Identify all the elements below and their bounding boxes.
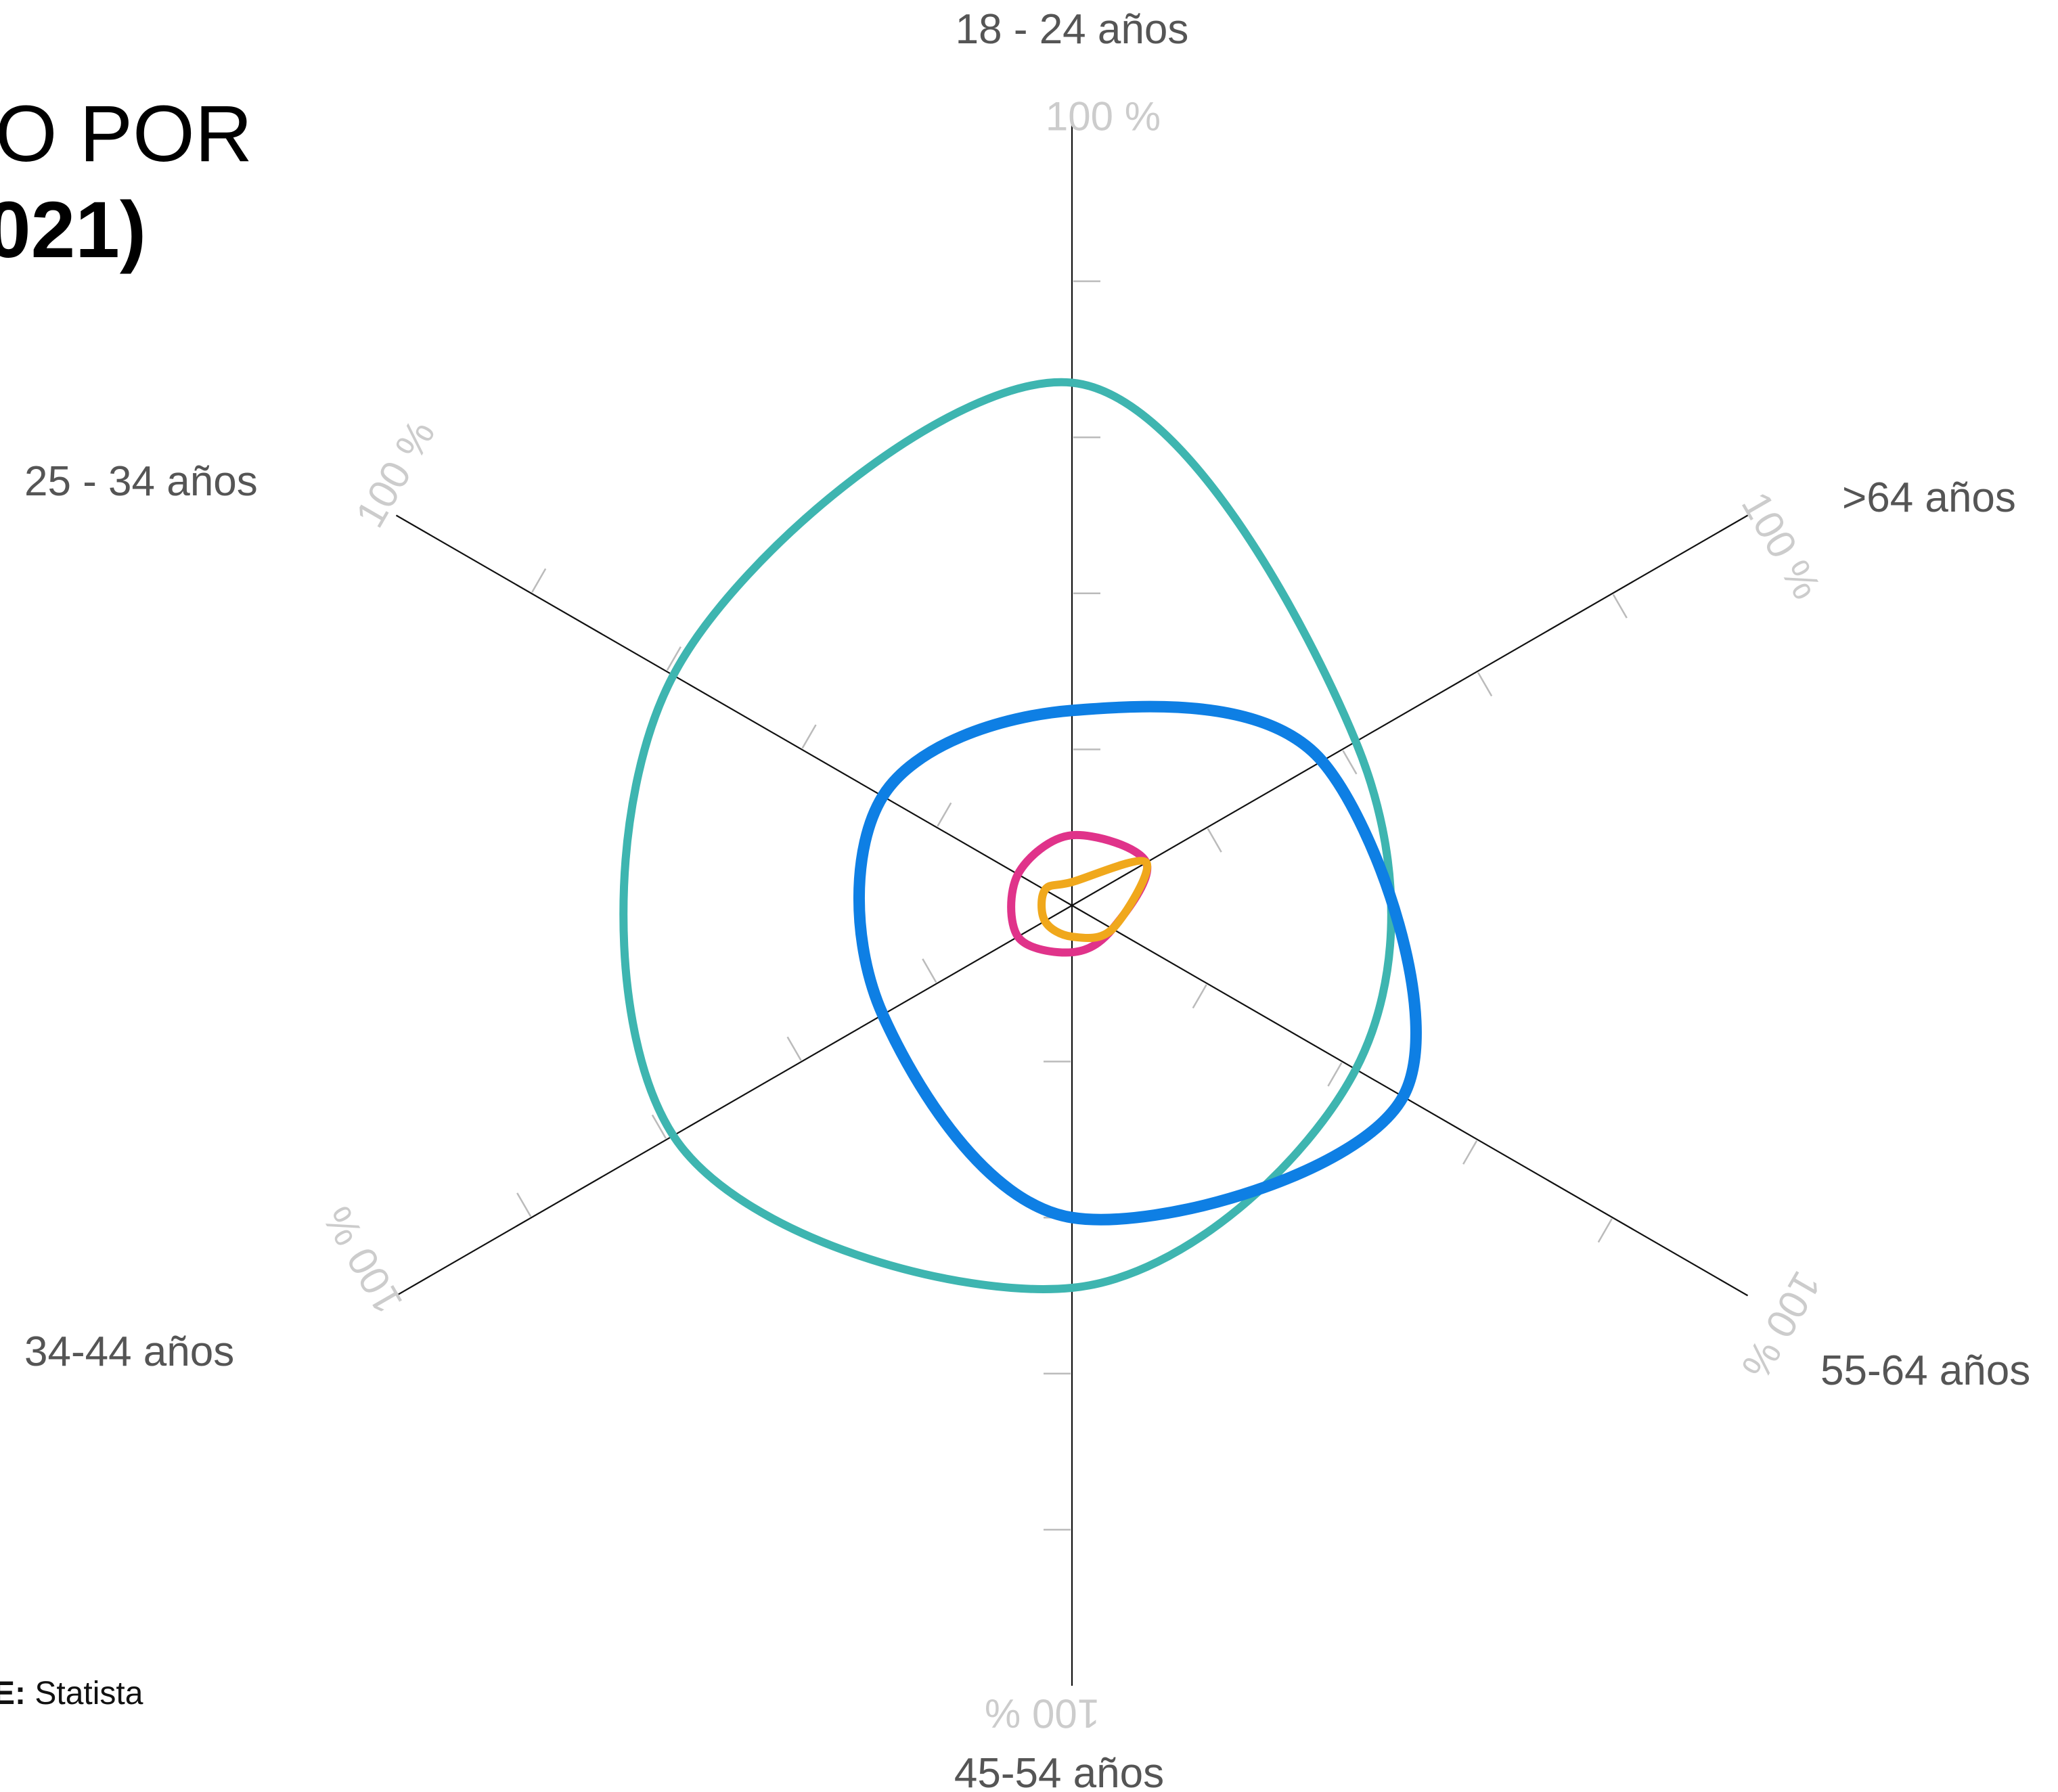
grid-tick <box>937 802 952 827</box>
axis-line-64-a-os <box>1071 514 1749 906</box>
axis-max-label: 100 % <box>346 413 443 535</box>
grid-tick <box>801 724 817 749</box>
axes-layer <box>395 125 1749 1686</box>
grid-tick <box>786 1036 802 1061</box>
chart-title-line2: 021) <box>0 185 147 275</box>
axis-label-18-24-a-os: 18 - 24 años <box>956 6 1189 53</box>
grid-tick <box>651 1114 667 1139</box>
axis-label-25-34-a-os: 25 - 34 años <box>24 458 258 505</box>
axis-label-34-44-a-os: 34-44 años <box>24 1328 234 1375</box>
axis-max-label: 100 % <box>985 1691 1100 1737</box>
grid-tick <box>1612 593 1628 619</box>
axis-max-label: 100 % <box>1732 485 1829 607</box>
axis-line-25-34-a-os <box>395 514 1073 906</box>
series-layer <box>619 378 1422 1293</box>
axis-line-34-44-a-os <box>395 905 1073 1297</box>
source-value: Statista <box>35 1676 143 1711</box>
grid-tick <box>1207 828 1222 853</box>
grid-tick <box>922 958 937 983</box>
axis-label-45-54-a-os: 45-54 años <box>954 1750 1164 1792</box>
series-line-2 <box>853 700 1422 1226</box>
grid-tick <box>666 646 681 671</box>
grid-tick <box>1192 984 1207 1009</box>
grid-tick <box>1327 1062 1343 1087</box>
grid-tick <box>1477 672 1493 697</box>
grid-tick <box>516 1192 532 1217</box>
grid-tick <box>1597 1218 1613 1243</box>
grid-tick <box>531 568 547 593</box>
labels-layer: 18 - 24 años >64 años 55-64 años 45-54 años… <box>24 6 2030 1792</box>
axis-max-label: 100 % <box>314 1199 411 1322</box>
series-line-1 <box>619 378 1395 1293</box>
ticks-layer <box>516 280 1628 1531</box>
axis-line-55-64-a-os <box>1071 905 1749 1297</box>
axis-label-64-a-os: >64 años <box>1842 474 2016 521</box>
axis-max-label: 100 % <box>1046 94 1161 139</box>
source-label: E: <box>0 1676 26 1711</box>
grid-tick <box>1462 1140 1478 1165</box>
source-note: E: Statista <box>0 1675 143 1712</box>
axis-max-label: 100 % <box>1732 1264 1829 1387</box>
chart-title-line1: IO POR <box>0 89 253 179</box>
grid-tick <box>1342 750 1358 775</box>
series-line-4 <box>1037 857 1152 943</box>
axis-label-55-64-a-os: 55-64 años <box>1820 1347 2030 1394</box>
